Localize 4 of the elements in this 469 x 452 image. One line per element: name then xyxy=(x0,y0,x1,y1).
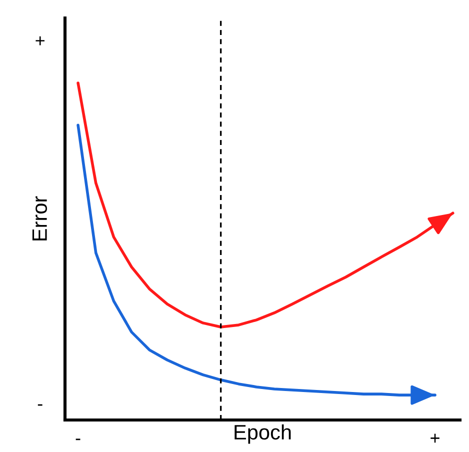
x-axis-title: Epoch xyxy=(234,424,291,444)
text: - xyxy=(38,404,42,406)
text: + xyxy=(36,36,44,46)
y-axis-title: Error xyxy=(32,196,47,240)
